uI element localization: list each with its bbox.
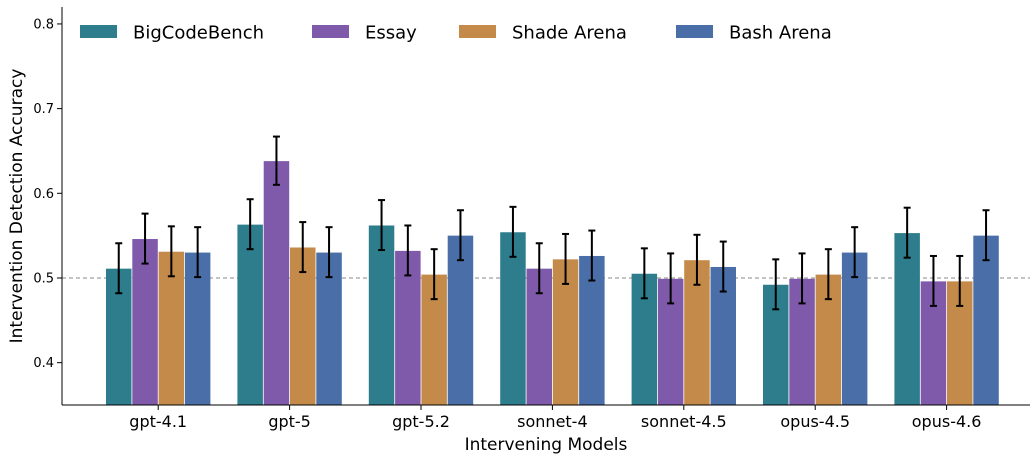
legend: BigCodeBench Essay Shade Arena Bash Arena bbox=[80, 23, 832, 44]
x-tick-label: sonnet-4 bbox=[517, 412, 587, 431]
legend-label: BigCodeBench bbox=[133, 23, 264, 44]
legend-item: Bash Arena bbox=[676, 23, 832, 44]
legend-swatch bbox=[676, 25, 713, 38]
y-axis-title: Intervention Detection Accuracy bbox=[7, 69, 27, 344]
legend-label: Bash Arena bbox=[729, 23, 832, 44]
x-tick-label: opus-4.6 bbox=[912, 412, 982, 431]
bar bbox=[395, 250, 421, 405]
x-axis-title: Intervening Models bbox=[465, 435, 628, 455]
y-tick-label: 0.4 bbox=[33, 356, 54, 371]
bar bbox=[973, 235, 999, 405]
bar bbox=[290, 247, 316, 405]
legend-item: Shade Arena bbox=[459, 23, 627, 44]
legend-swatch bbox=[80, 25, 117, 38]
bar bbox=[894, 233, 920, 405]
x-tick-label: sonnet-4.5 bbox=[641, 412, 727, 431]
x-tick-label: opus-4.5 bbox=[780, 412, 850, 431]
legend-swatch bbox=[459, 25, 496, 38]
legend-label: Shade Arena bbox=[512, 23, 627, 44]
axes bbox=[61, 7, 1030, 406]
y-ticks: 0.4 0.5 0.6 0.7 0.8 bbox=[33, 17, 62, 371]
bar bbox=[368, 225, 395, 405]
x-tick-label: gpt-5 bbox=[268, 412, 311, 431]
bars-layer bbox=[106, 161, 999, 405]
bar bbox=[500, 232, 526, 405]
x-tick-label: gpt-5.2 bbox=[392, 412, 450, 431]
legend-item: Essay bbox=[312, 23, 417, 44]
y-tick-label: 0.5 bbox=[33, 271, 54, 286]
bar bbox=[237, 224, 263, 405]
legend-swatch bbox=[312, 25, 349, 38]
x-ticks: gpt-4.1 gpt-5 gpt-5.2 sonnet-4 sonnet-4.5 opu… bbox=[129, 405, 981, 431]
legend-label: Essay bbox=[365, 23, 417, 44]
y-tick-label: 0.6 bbox=[33, 187, 54, 202]
x-tick-label: gpt-4.1 bbox=[129, 412, 187, 431]
error-bars-layer bbox=[115, 135, 990, 311]
legend-item: BigCodeBench bbox=[80, 23, 264, 44]
y-tick-label: 0.7 bbox=[33, 102, 54, 117]
bar bbox=[263, 161, 290, 405]
bar bbox=[447, 235, 474, 405]
bar bbox=[132, 239, 158, 405]
y-tick-label: 0.8 bbox=[33, 17, 54, 32]
